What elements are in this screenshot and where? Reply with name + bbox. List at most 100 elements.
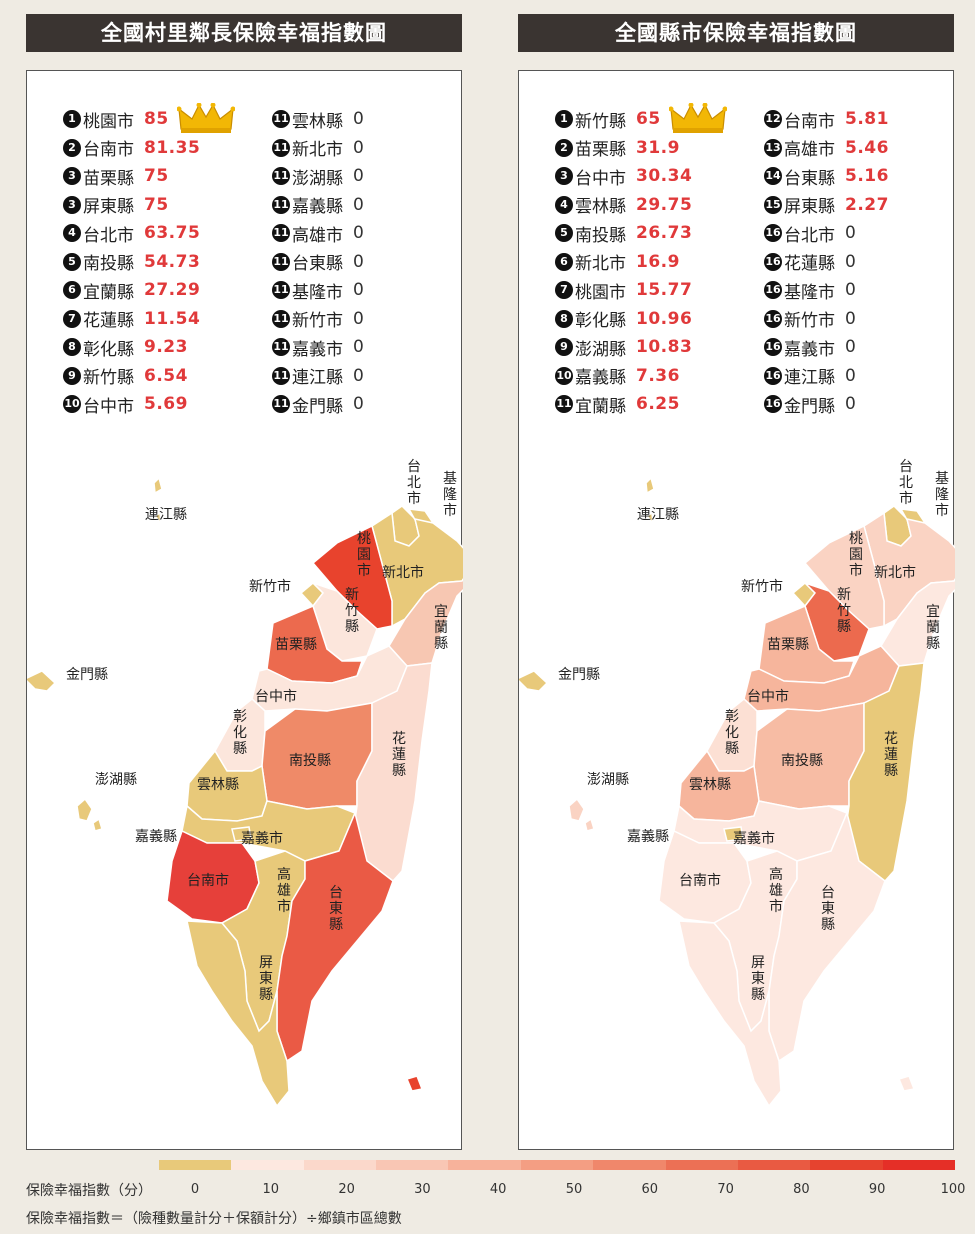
- ranking-row: 7 花蓮縣 11.54: [63, 305, 235, 334]
- region-name: 雲林縣: [292, 111, 343, 132]
- map-label-kaohsiung: 高雄市: [769, 866, 783, 915]
- region-name: 屏東縣: [784, 197, 835, 218]
- region-newtaipei: [371, 511, 463, 628]
- region-name: 花蓮縣: [784, 254, 835, 275]
- ranking-row: 11 台東縣 0: [272, 248, 364, 277]
- region-name: 嘉義縣: [292, 197, 343, 218]
- region-islet: [405, 1075, 424, 1092]
- ranking-row: 11 雲林縣 0: [272, 105, 364, 134]
- map-label-hualien: 花蓮縣: [392, 731, 406, 779]
- score-value: 0: [353, 308, 365, 329]
- legend-tick: 60: [641, 1182, 659, 1197]
- rank-badge: 5: [555, 224, 573, 243]
- rank-badge: 11: [272, 138, 290, 157]
- rank-badge: 2: [555, 138, 573, 157]
- rank-badge: 13: [764, 138, 782, 157]
- score-value: 65: [636, 109, 661, 130]
- legend-swatch: [737, 1160, 811, 1170]
- score-value: 0: [353, 365, 365, 386]
- rank-badge: 8: [555, 309, 573, 328]
- region-name: 新竹縣: [575, 111, 626, 132]
- score-value: 6.25: [636, 394, 680, 415]
- score-value: 0: [845, 251, 857, 272]
- map-label-hsinchucity: 新竹市: [249, 578, 291, 595]
- map-label-hualien: 花蓮縣: [884, 731, 898, 779]
- score-value: 0: [353, 251, 365, 272]
- legend-swatch: [810, 1160, 883, 1170]
- region-name: 屏東縣: [83, 197, 134, 218]
- score-value: 75: [144, 194, 169, 215]
- rank-badge: 11: [272, 281, 290, 300]
- region-hualien: [351, 662, 433, 883]
- map-label-hsinchucity: 新竹市: [741, 578, 783, 595]
- map-label-tainan: 台南市: [187, 872, 229, 889]
- rank-badge: 11: [272, 395, 290, 414]
- map-label-chiayicounty: 嘉義縣: [627, 828, 669, 845]
- ranking-row: 16 連江縣 0: [764, 362, 889, 391]
- legend-swatch: [448, 1160, 521, 1170]
- score-value: 0: [353, 337, 365, 358]
- region-name: 宜蘭縣: [575, 396, 626, 417]
- map-label-taitung: 台東縣: [821, 885, 835, 933]
- region-name: 嘉義市: [784, 339, 835, 360]
- map-label-yunlin: 雲林縣: [689, 777, 731, 793]
- rank-badge: 16: [764, 338, 782, 357]
- legend-label: 保險幸福指數（分）: [26, 1183, 152, 1199]
- region-taitung: [276, 810, 394, 1063]
- region-lienchiang: [153, 476, 163, 526]
- ranking-row: 15 屏東縣 2.27: [764, 191, 889, 220]
- region-hsinchucounty: [312, 582, 378, 662]
- rank-badge: 3: [63, 167, 81, 186]
- region-name: 台中市: [575, 168, 626, 189]
- score-value: 0: [845, 308, 857, 329]
- rank-badge: 11: [272, 110, 290, 129]
- rank-badge: 16: [764, 224, 782, 243]
- rank-badge: 6: [555, 252, 573, 271]
- score-value: 0: [353, 109, 365, 130]
- score-value: 2.27: [845, 194, 889, 215]
- region-chiayicity: [231, 826, 252, 842]
- rank-badge: 7: [63, 309, 81, 328]
- map-label-yilan: 宜蘭縣: [926, 604, 940, 652]
- region-hsinchucounty: [804, 582, 870, 662]
- score-value: 27.29: [144, 280, 201, 301]
- score-value: 0: [845, 337, 857, 358]
- region-pingtung: [678, 920, 782, 1108]
- crown-icon: [176, 103, 235, 134]
- ranking-row: 16 基隆市 0: [764, 276, 889, 305]
- map-label-taoyuan: 桃園市: [357, 531, 371, 579]
- right-map-panel: 台北市 基隆市 連江縣 桃園市 新北市 新竹市 新竹縣 宜蘭縣 苗栗縣 金門縣 台中市 彰化縣 南投縣花…: [518, 70, 955, 1150]
- region-name: 澎湖縣: [575, 339, 626, 360]
- region-name: 台南市: [83, 140, 134, 161]
- score-value: 75: [144, 166, 169, 187]
- region-name: 高雄市: [784, 140, 835, 161]
- region-islet: [897, 1075, 916, 1092]
- ranking-row: 11 澎湖縣 0: [272, 162, 364, 191]
- score-value: 0: [353, 194, 365, 215]
- ranking-row: 8 彰化縣 10.96: [555, 305, 727, 334]
- region-kinmen: [519, 670, 549, 692]
- score-value: 0: [353, 280, 365, 301]
- legend-tick: 20: [338, 1182, 355, 1197]
- region-name: 澎湖縣: [292, 168, 343, 189]
- rank-badge: 10: [555, 366, 573, 385]
- rank-badge: 16: [764, 252, 782, 271]
- rank-badge: 3: [555, 167, 573, 186]
- score-value: 0: [353, 223, 365, 244]
- legend-tick: 30: [414, 1182, 431, 1197]
- rank-badge: 11: [272, 252, 290, 271]
- region-name: 基隆市: [784, 282, 835, 303]
- legend-swatch: [376, 1160, 449, 1170]
- rank-badge: 11: [272, 309, 290, 328]
- left-ranking-col1: 1 桃園市 85 2 台南市 81.35 3 苗栗縣 75 3 屏東縣 75 4 台北市 63.75 5 南投縣…: [63, 103, 235, 419]
- map-label-nantou: 南投縣: [289, 753, 331, 769]
- rank-badge: 15: [764, 195, 782, 214]
- rank-badge: 7: [555, 281, 573, 300]
- ranking-row: 5 南投縣 26.73: [555, 219, 727, 248]
- ranking-row: 11 基隆市 0: [272, 276, 364, 305]
- score-value: 0: [845, 280, 857, 301]
- ranking-row: 6 宜蘭縣 27.29: [63, 276, 235, 305]
- region-name: 宜蘭縣: [83, 282, 134, 303]
- rank-badge: 16: [764, 366, 782, 385]
